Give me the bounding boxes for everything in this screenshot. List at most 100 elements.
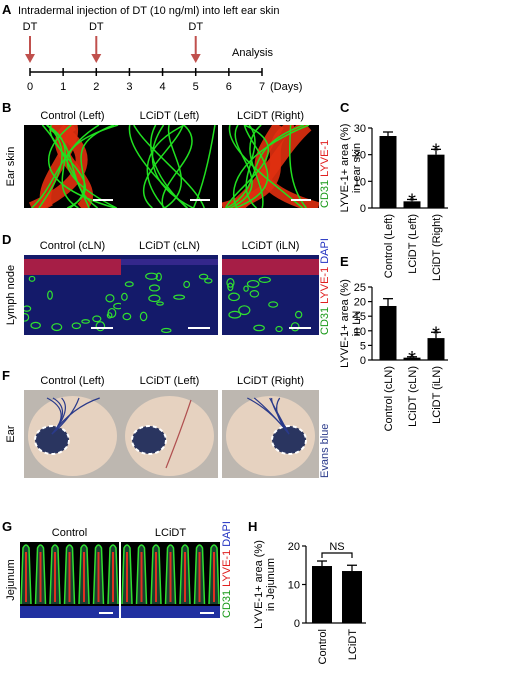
vessel	[106, 312, 113, 319]
vessel-green	[41, 125, 90, 208]
y-axis-label: LYVE-1+ area (%)	[339, 124, 351, 213]
micrograph	[121, 125, 218, 208]
stain-name: DAPI	[221, 521, 233, 547]
vessel	[249, 289, 260, 298]
column-title: Control	[52, 527, 87, 539]
error-bar	[431, 331, 441, 339]
column-title: LCiDT	[155, 527, 186, 539]
injection-arrow	[91, 36, 102, 63]
vessel-green	[143, 125, 184, 208]
vessel-green	[249, 125, 264, 208]
bar	[342, 571, 362, 623]
timeline-title: Intradermal injection of DT (10 ng/ml) i…	[18, 5, 279, 17]
panel-label: D	[2, 232, 11, 247]
capsule	[121, 259, 218, 265]
row-label: Jejunum	[5, 559, 17, 601]
x-tick-label: Control (Left)	[383, 214, 395, 278]
y-tick-label: 10	[288, 580, 300, 592]
bar	[379, 136, 397, 208]
y-tick-label: 10	[354, 326, 366, 338]
timeline-unit: (Days)	[270, 81, 302, 93]
arrow-head	[190, 54, 201, 63]
y-axis-label: in Jejunum	[265, 558, 277, 611]
y-tick-label: 5	[360, 340, 366, 352]
stain-name: CD31	[319, 180, 331, 208]
column-title: Control (Left)	[40, 375, 104, 387]
x-tick-label: LCiDT (Left)	[407, 214, 419, 274]
timeline-tick-label: 3	[126, 81, 132, 93]
y-tick-label: 30	[354, 123, 366, 135]
bar	[312, 566, 332, 623]
column-title: LCiDT (iLN)	[242, 240, 300, 252]
panel-label: E	[340, 254, 349, 269]
stain-name: LYVE-1	[319, 267, 331, 304]
y-tick-label: 20	[354, 297, 366, 309]
micrograph	[121, 390, 218, 478]
row-label: Ear	[5, 425, 17, 442]
analysis-label: Analysis	[232, 47, 273, 59]
timeline-tick-label: 5	[193, 81, 199, 93]
vessel	[145, 272, 158, 280]
panel-label: C	[340, 100, 350, 115]
column-title: LCiDT (cLN)	[139, 240, 200, 252]
vessel	[258, 276, 271, 283]
panel-label: G	[2, 519, 12, 534]
vessel	[92, 315, 102, 323]
timeline-tick-label: 7	[259, 81, 265, 93]
vessel	[105, 294, 115, 303]
y-tick-label: 15	[354, 311, 366, 323]
y-tick-label: 0	[360, 203, 366, 215]
vessel-red	[28, 125, 88, 208]
vessel-green	[164, 125, 183, 208]
vessel	[139, 311, 148, 322]
stain-legend: CD31 LYVE-1 DAPI	[221, 521, 233, 618]
x-tick-label: Control	[317, 629, 329, 664]
injection-arrow	[25, 36, 35, 63]
vessel-green	[48, 125, 116, 208]
y-tick-label: 0	[360, 355, 366, 367]
comparison-label: NS	[329, 541, 344, 553]
vessel	[122, 312, 132, 321]
y-tick-label: 25	[354, 282, 366, 294]
vessel-green	[66, 125, 119, 208]
vessel	[124, 281, 134, 287]
vessel-green	[226, 125, 305, 208]
x-tick-label: LCiDT (cLN)	[407, 366, 419, 427]
vessel	[148, 284, 160, 292]
stain-legend: CD31 LYVE-1 DAPI	[319, 238, 331, 335]
vessel	[246, 279, 260, 288]
injection-label: DT	[89, 21, 104, 33]
bar	[379, 305, 397, 360]
vessel	[156, 301, 164, 306]
error-bar	[431, 148, 441, 155]
column-title: LCiDT (Right)	[237, 110, 304, 122]
vessel	[24, 313, 30, 322]
stain-name: Evans blue	[319, 424, 331, 478]
vessel-green	[46, 125, 99, 208]
vessel	[228, 310, 242, 319]
row-label: Ear skin	[5, 147, 17, 187]
vessel	[294, 310, 303, 319]
panel-label: B	[2, 100, 11, 115]
micrograph	[121, 542, 220, 618]
injection-site	[131, 425, 167, 455]
stain-legend: Evans blue	[319, 424, 331, 478]
vessel	[238, 305, 251, 316]
column-title: Control (Left)	[40, 110, 104, 122]
y-tick-label: 0	[294, 618, 300, 630]
significance-mark: *	[432, 140, 440, 162]
lymph-vessel	[51, 397, 80, 435]
timeline-tick-label: 2	[93, 81, 99, 93]
vessel	[148, 294, 161, 303]
vessel-green	[224, 125, 270, 208]
error-bar	[383, 298, 393, 306]
x-tick-label: LCiDT (iLN)	[431, 366, 443, 424]
stain-name: LYVE-1	[221, 550, 233, 587]
arrow-head	[25, 54, 35, 63]
vessel	[81, 319, 90, 324]
vessel	[24, 305, 32, 312]
lymph-vessel	[269, 397, 290, 435]
vessel-green	[31, 125, 100, 208]
vessel	[228, 292, 240, 302]
stain-legend: CD31 LYVE-1	[319, 140, 331, 208]
